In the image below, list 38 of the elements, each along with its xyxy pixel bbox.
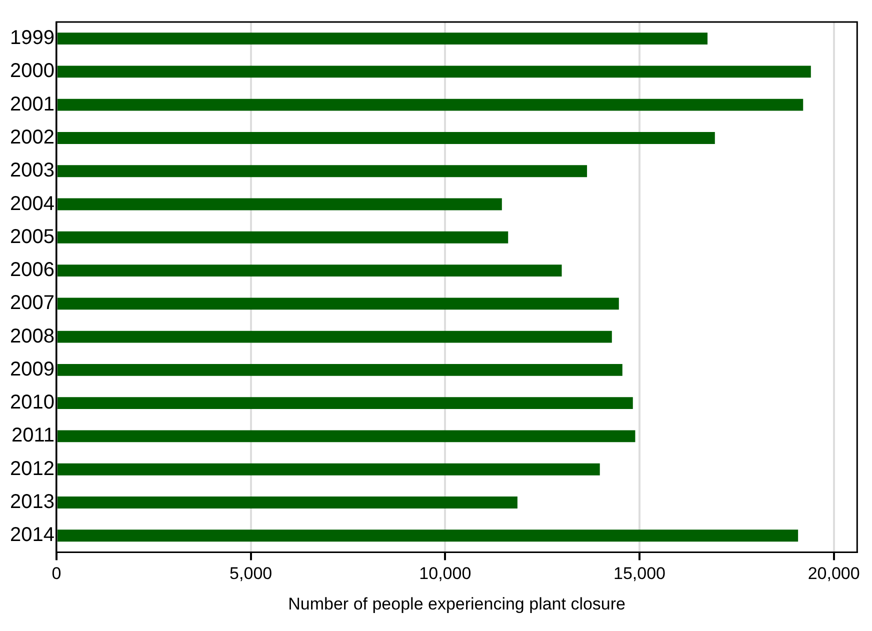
x-tick-label: 15,000 (613, 564, 666, 584)
x-tick-label: 10,000 (419, 564, 472, 584)
bar (57, 530, 798, 542)
y-tick-label: 1999 (10, 27, 54, 50)
bar (57, 298, 619, 310)
x-tick-label: 5,000 (230, 564, 272, 584)
bar (57, 496, 518, 508)
y-tick-label: 2011 (11, 424, 54, 447)
bar (57, 264, 562, 276)
bar (57, 231, 508, 244)
bar (57, 66, 811, 78)
bar (57, 364, 622, 376)
bar (57, 430, 636, 442)
bar (57, 98, 804, 111)
y-tick-label: 2002 (10, 126, 54, 148)
x-axis-title: Number of people experiencing plant closure (288, 594, 626, 614)
y-tick-label: 2013 (10, 491, 54, 514)
x-tick-label: 0 (52, 564, 62, 584)
y-tick-label: 2012 (10, 458, 54, 480)
y-tick-label: 2006 (10, 259, 54, 282)
bar (57, 32, 708, 45)
y-tick-label: 2004 (10, 192, 54, 215)
y-tick-label: 2005 (10, 226, 54, 248)
bar (57, 198, 502, 210)
x-tick-label: 20,000 (808, 564, 860, 584)
y-tick-label: 2001 (10, 93, 54, 116)
bar (57, 132, 715, 144)
y-tick-label: 2010 (10, 392, 54, 414)
y-tick-label: 2003 (10, 160, 54, 182)
y-tick-label: 2008 (10, 325, 54, 348)
bar (57, 397, 633, 410)
y-tick-label: 2000 (10, 60, 54, 82)
bar (57, 165, 588, 178)
y-tick-label: 2009 (10, 358, 54, 380)
y-tick-label: 2014 (10, 524, 54, 546)
bar (57, 330, 612, 343)
bar (57, 463, 600, 476)
y-tick-label: 2007 (10, 292, 54, 314)
